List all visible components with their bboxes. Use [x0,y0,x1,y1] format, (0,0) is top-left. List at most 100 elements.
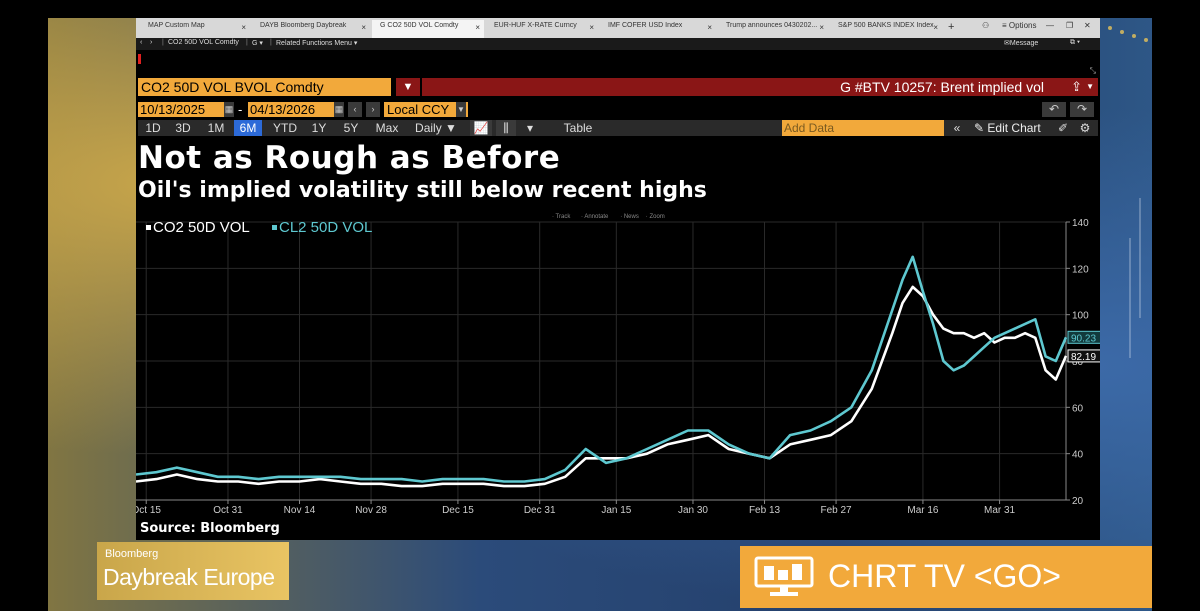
restore-icon[interactable]: ❐ [1066,21,1074,30]
user-icon[interactable]: ⚇ [982,21,990,30]
y-tick-label: 60 [1072,403,1084,414]
range-5y[interactable]: 5Y [343,121,359,135]
frequency-select[interactable]: Daily ▼ [415,121,457,135]
left-black-border [0,0,48,611]
add-data-input[interactable]: Add Data [782,120,944,136]
tab-trump-news[interactable]: Trump announces 0430202... × [718,22,828,38]
security-dropdown-icon[interactable]: ▼ [396,78,420,96]
plot-area [136,210,1066,516]
g-menu[interactable]: G ▾ [252,40,263,47]
close-icon[interactable]: × [589,23,594,32]
chart-title: Not as Rough as Before [138,140,561,176]
volatility-line-chart[interactable]: 20 40 60 80 100 120 140 Oct 15 Oct 31 Nov 14 Nov 2… [136,210,1100,516]
legend-entry[interactable]: CO2 50D VOL [153,219,250,236]
chart-menu-item[interactable]: · Zoom [646,214,665,220]
chevron-down-icon[interactable]: ▾ [526,121,534,135]
range-1m[interactable]: 1M [207,121,225,135]
x-tick-label: Mar 16 [907,505,939,516]
show-name: Daybreak Europe [103,564,275,590]
end-date-input[interactable]: 04/13/2026 [248,102,334,117]
message-label: Message [1009,40,1039,47]
close-icon[interactable]: × [707,23,712,32]
background-decoration [1108,26,1148,358]
nav-security[interactable]: CO2 50D VOL Comdty [168,39,239,46]
range-max[interactable]: Max [375,121,399,135]
range-3d[interactable]: 3D [175,121,191,135]
navigation-bar: ‹ › | CO2 50D VOL Comdty | G ▾ | Related… [136,38,1100,50]
next-period-button[interactable]: › [366,102,380,117]
tab-sp500-banks[interactable]: S&P 500 BANKS INDEX Index × [830,22,942,38]
legend-swatch [146,225,151,230]
currency-select[interactable]: Local CCY ▼ [384,102,468,117]
chart-menu-item[interactable]: · Annotate [581,214,609,220]
close-icon[interactable]: × [361,23,366,32]
brand-name: Bloomberg [105,548,159,560]
new-tab-plus-icon[interactable]: + [948,21,955,33]
btv-title: G #BTV 10257: Brent implied vol [840,79,1044,95]
line-chart-icon[interactable]: 📈 [470,120,492,136]
prev-period-button[interactable]: ‹ [348,102,362,117]
chart-monitor-icon [754,556,814,596]
status-indicator [138,54,141,64]
tab-custom-map[interactable]: MAP Custom Map × [140,22,250,38]
pencil-icon[interactable]: ✐ [1057,121,1069,135]
tab-co2-vol[interactable]: G CO2 50D VOL Comdty × [372,20,484,38]
range-1d[interactable]: 1D [145,121,161,135]
table-button[interactable]: Table [563,121,593,135]
options-menu[interactable]: ≡ Options [1002,21,1037,30]
bloomberg-terminal-window: MAP Custom Map × DAYB Bloomberg Daybreak ×… [136,18,1100,540]
x-tick-label: Dec 15 [442,505,474,516]
tab-eur-huf[interactable]: EUR-HUF X-RATE Curncy × [486,22,598,38]
series-line-cl2-50d-vol[interactable] [136,255,1068,483]
series-line-co2-50d-vol[interactable] [136,285,1068,488]
chart-menu-item[interactable]: · Track [552,214,571,220]
x-tick-label: Jan 30 [678,505,708,516]
gear-icon[interactable]: ⚙ [1079,121,1091,135]
x-tick-label: Feb 13 [749,505,781,516]
y-tick-label: 100 [1072,311,1089,322]
start-date-input[interactable]: 10/13/2025 [138,102,224,117]
calendar-icon[interactable]: ▦ [224,102,234,117]
collapse-icon[interactable]: « [953,121,961,135]
range-ytd[interactable]: YTD [273,121,297,135]
tab-label: S&P 500 BANKS INDEX Index [838,22,934,29]
security-input[interactable]: CO2 50D VOL BVOL Comdty [138,78,391,96]
tab-imf-cofer[interactable]: IMF COFER USD Index × [600,22,716,38]
legend-entry[interactable]: CL2 50D VOL [279,219,372,236]
related-functions-menu[interactable]: Related Functions Menu ▾ [276,40,358,47]
date-separator: - [238,102,243,117]
chevron-down-icon[interactable]: ▼ [1086,82,1094,91]
close-window-icon[interactable]: ✕ [1084,21,1091,30]
window-tools-icon[interactable]: ⧉ ▾ [1070,39,1080,46]
share-icon[interactable]: ⇪ [1071,79,1082,94]
range-6m[interactable]: 6M [234,120,262,136]
daybreak-europe-logo: Bloomberg Daybreak Europe [97,542,289,600]
edit-chart-label: Edit Chart [987,121,1041,135]
x-tick-label: Jan 15 [601,505,631,516]
calendar-icon[interactable]: ▦ [334,102,344,117]
close-icon[interactable]: × [819,23,824,32]
bar-chart-icon[interactable]: ⫼ [496,120,516,136]
message-button[interactable]: ✉ Message [1004,40,1039,47]
tab-daybreak[interactable]: DAYB Bloomberg Daybreak × [252,22,370,38]
x-tick-label: Nov 14 [284,505,316,516]
x-tick-label: Feb 27 [820,505,852,516]
redo-icon[interactable]: ↷ [1070,102,1094,117]
back-icon[interactable]: ‹ [140,39,143,46]
tab-label: MAP Custom Map [148,22,205,29]
close-icon[interactable]: × [241,23,246,32]
resize-icon[interactable]: ⤡ [1089,66,1096,75]
chevron-down-icon[interactable]: ▼ [456,102,466,117]
chrt-tv-text: CHRT TV <GO> [828,558,1061,594]
undo-icon[interactable]: ↶ [1042,102,1066,117]
y-tick-label: 120 [1072,264,1089,275]
last-value-badge [1067,349,1100,363]
chart-menu-item[interactable]: · News [620,214,639,220]
minimize-icon[interactable]: — [1046,21,1054,30]
edit-chart-button[interactable]: ✎ Edit Chart [974,121,1041,135]
forward-icon[interactable]: › [150,39,153,46]
range-1y[interactable]: 1Y [311,121,327,135]
chart-subtitle: Oil's implied volatility still below rec… [138,178,707,203]
close-icon[interactable]: × [933,23,938,32]
close-icon[interactable]: × [475,23,480,32]
